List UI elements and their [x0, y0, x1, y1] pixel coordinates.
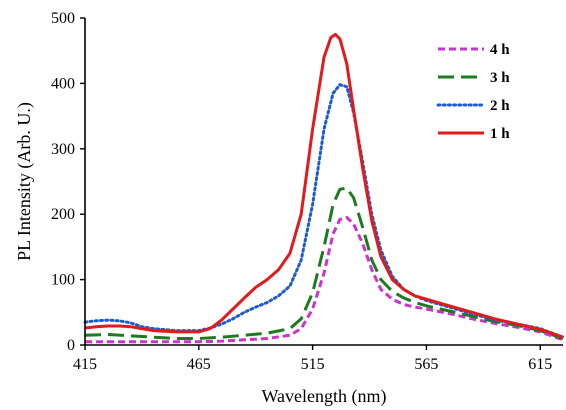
plot-area: [85, 18, 563, 345]
legend: 4 h 3 h 2 h 1 h: [436, 42, 510, 142]
series-line-0: [85, 216, 564, 344]
x-tick-label: 615: [528, 356, 552, 373]
ticks-layer: 0 100 200 300 400 500 415 465 515 565 615: [51, 10, 552, 373]
y-tick-label: 300: [51, 141, 75, 158]
x-tick-label: 515: [301, 356, 325, 373]
y-tick-label: 0: [67, 337, 75, 354]
legend-label-0: 4 h: [490, 42, 510, 58]
legend-label-3: 1 h: [490, 126, 510, 142]
series-line-3: [84, 32, 564, 339]
x-axis-title: Wavelength (nm): [261, 386, 386, 407]
plot-background: [85, 18, 563, 345]
y-tick-label: 100: [51, 272, 75, 289]
legend-label-1: 3 h: [490, 70, 510, 86]
x-tick-label: 565: [414, 356, 438, 373]
series-line-1: [84, 186, 564, 340]
y-tick-label: 200: [51, 206, 75, 223]
x-tick-label: 465: [187, 356, 211, 373]
y-tick-label: 400: [51, 75, 75, 92]
x-tick-label: 415: [73, 356, 97, 373]
y-axis-title: PL Intensity (Arb. U.): [14, 102, 35, 261]
series-layer: [83, 32, 565, 344]
y-tick-label: 500: [51, 10, 75, 27]
legend-label-2: 2 h: [490, 98, 510, 114]
axes-layer: [84, 18, 563, 346]
